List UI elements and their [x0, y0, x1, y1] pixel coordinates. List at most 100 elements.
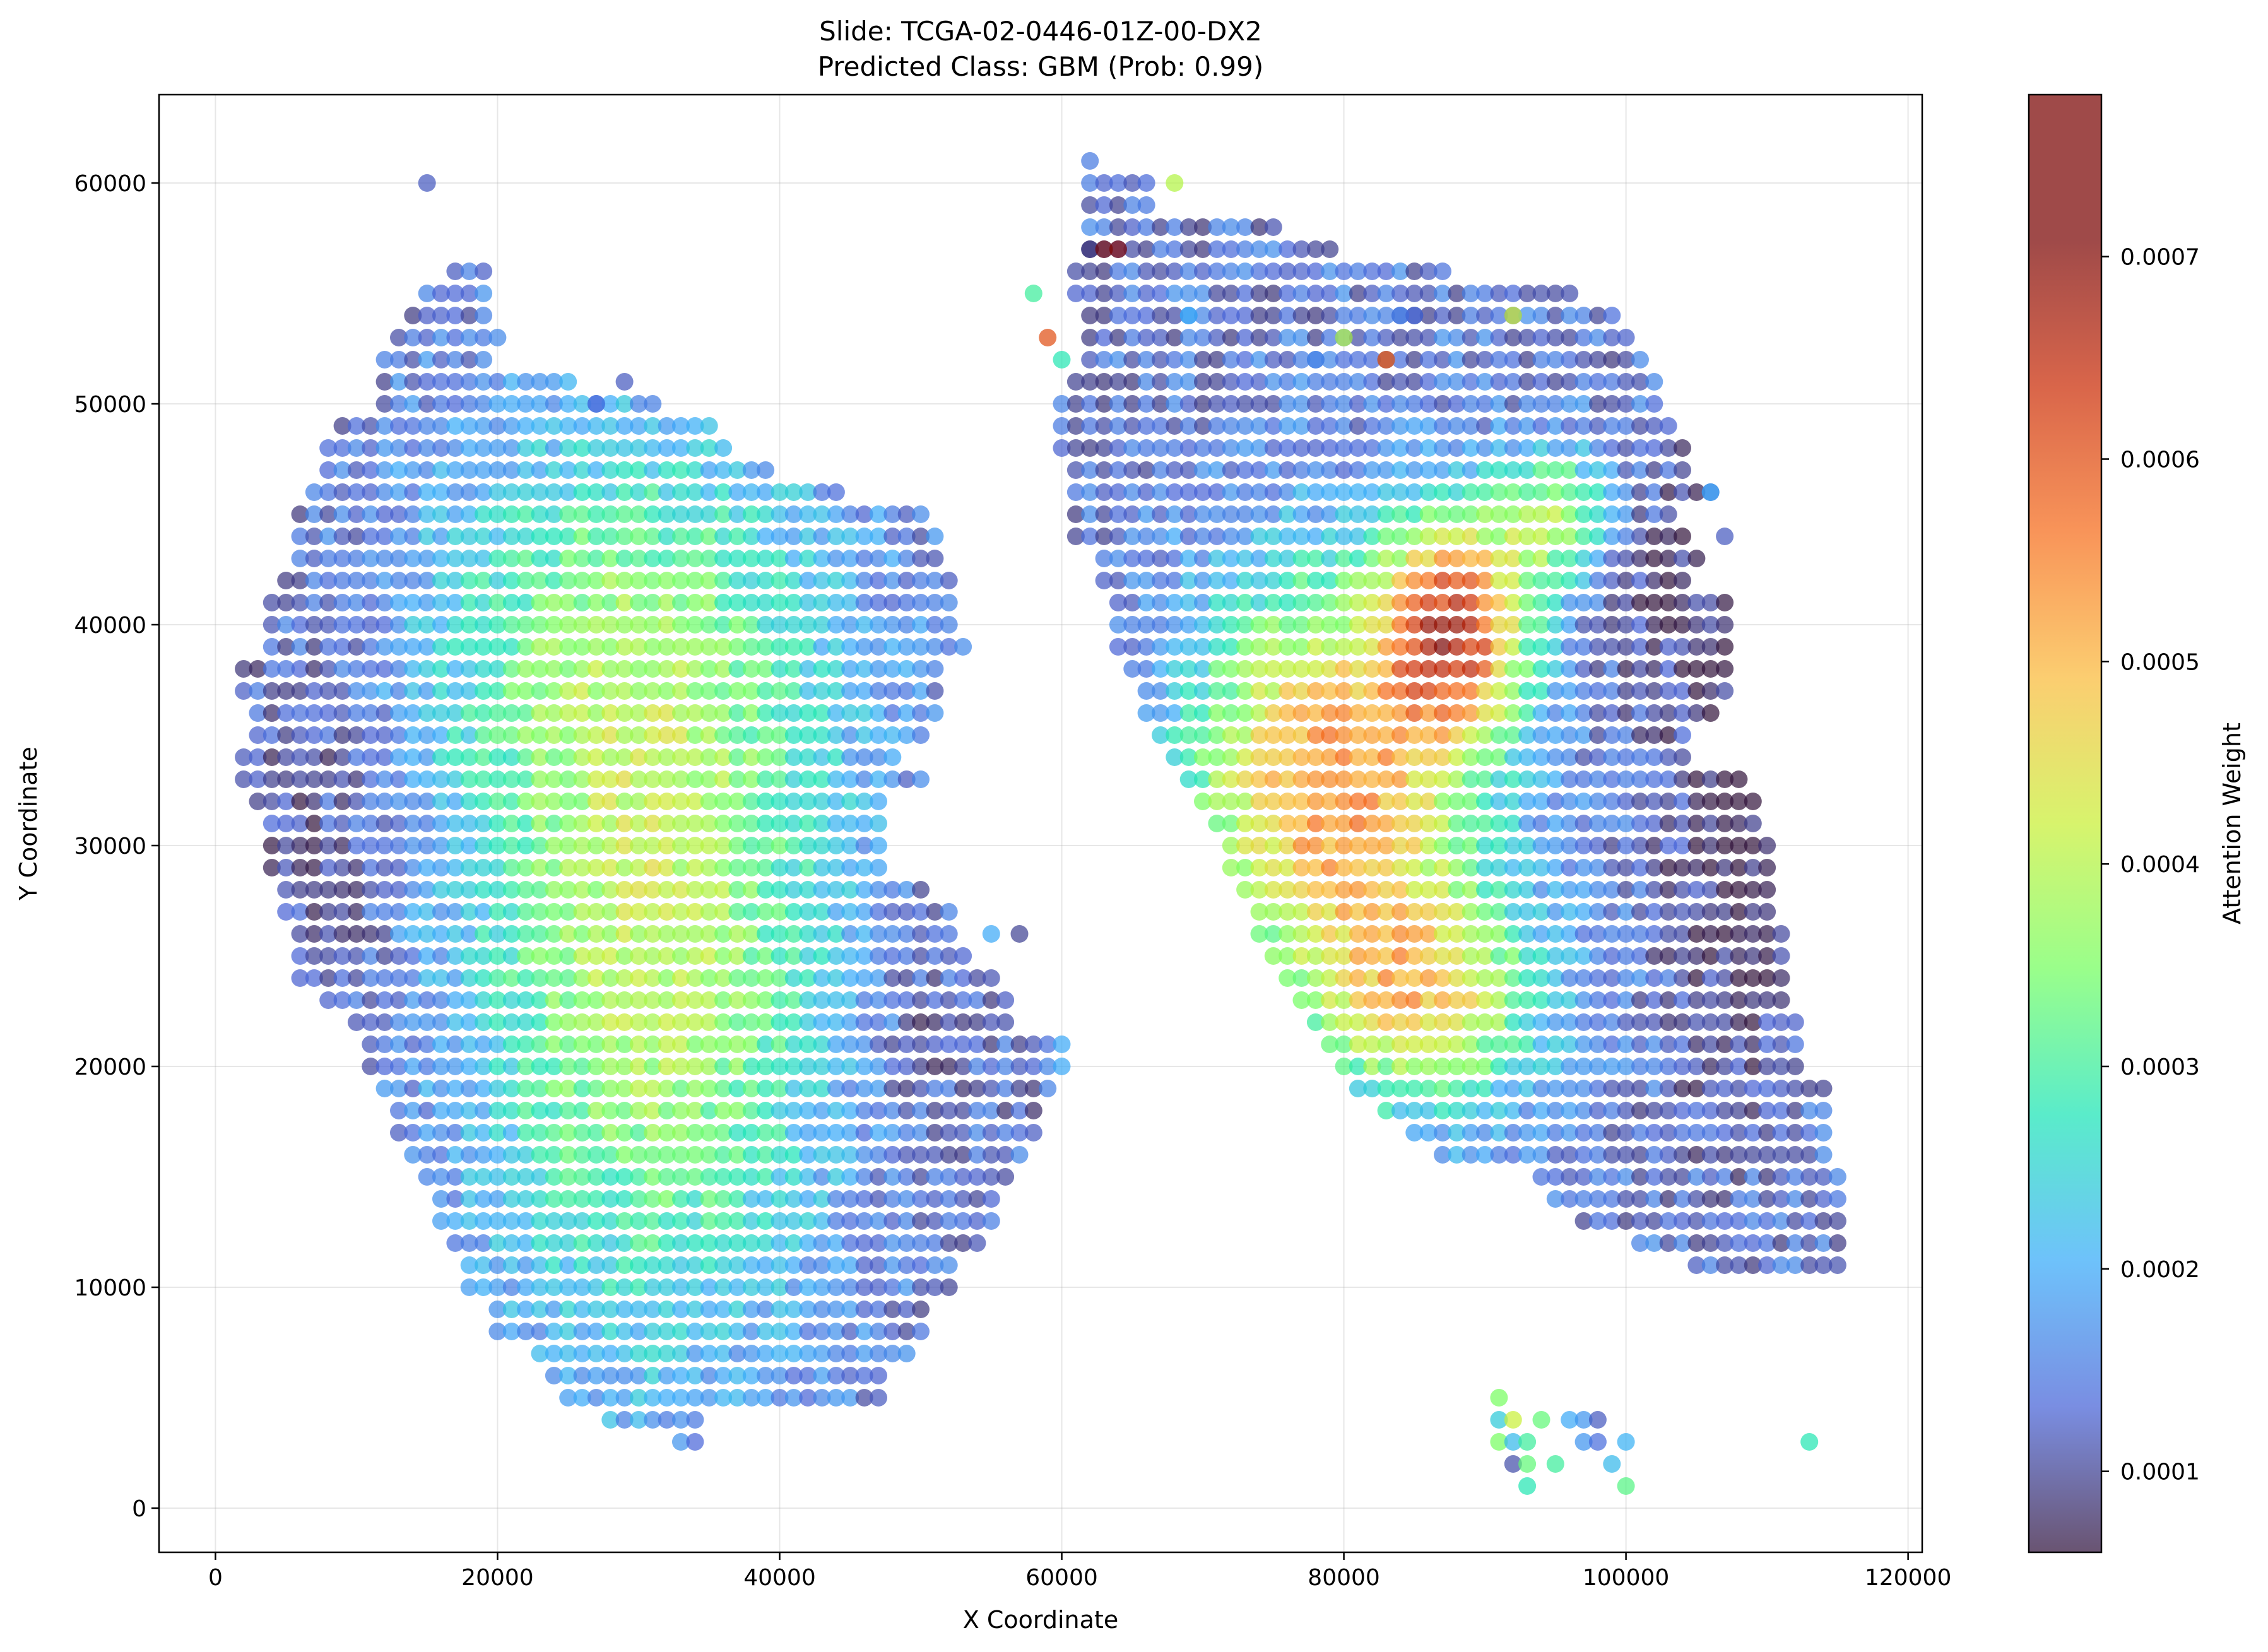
scatter-point — [460, 947, 478, 965]
scatter-point — [700, 1256, 718, 1274]
scatter-point — [658, 881, 676, 899]
scatter-point — [1391, 439, 1409, 457]
scatter-point — [347, 704, 365, 722]
x-tick-label: 80000 — [1308, 1565, 1380, 1591]
scatter-point — [277, 638, 295, 656]
scatter-point — [362, 550, 380, 567]
scatter-point — [784, 1146, 803, 1164]
scatter-point — [1716, 1102, 1734, 1119]
scatter-point — [1335, 704, 1353, 722]
scatter-point — [1701, 1256, 1720, 1274]
scatter-point — [404, 748, 422, 766]
scatter-point — [432, 1168, 450, 1186]
scatter-point — [1674, 837, 1691, 854]
scatter-point — [502, 859, 521, 876]
scatter-point — [404, 395, 422, 413]
scatter-point — [1137, 483, 1155, 501]
scatter-point — [1152, 616, 1169, 634]
scatter-point — [700, 881, 718, 899]
scatter-point — [1786, 1146, 1804, 1164]
scatter-point — [1292, 726, 1311, 744]
scatter-point — [1024, 1080, 1042, 1097]
scatter-point — [1123, 417, 1142, 435]
scatter-point — [644, 1212, 662, 1230]
scatter-point — [1306, 505, 1325, 523]
y-tick-label: 10000 — [74, 1275, 146, 1301]
scatter-point — [1659, 1080, 1677, 1097]
scatter-point — [1674, 616, 1691, 634]
scatter-point — [390, 969, 408, 987]
scatter-point — [502, 748, 521, 766]
scatter-point — [1758, 947, 1776, 965]
scatter-point — [1588, 616, 1607, 634]
scatter-point — [630, 1367, 647, 1384]
scatter-point — [855, 1367, 873, 1384]
scatter-point — [502, 991, 521, 1009]
scatter-point — [1321, 373, 1339, 391]
scatter-point — [1518, 1433, 1537, 1451]
scatter-point — [700, 1146, 718, 1164]
scatter-point — [531, 439, 549, 457]
scatter-point — [291, 815, 309, 832]
scatter-point — [700, 1013, 718, 1031]
scatter-point — [1123, 550, 1142, 567]
scatter-point — [1264, 218, 1282, 236]
scatter-point — [347, 991, 365, 1009]
scatter-point — [1546, 770, 1564, 788]
scatter-point — [1659, 815, 1677, 832]
scatter-point — [926, 947, 944, 965]
scatter-point — [475, 991, 493, 1009]
scatter-point — [1490, 572, 1508, 589]
scatter-point — [1588, 1168, 1607, 1186]
scatter-point — [1335, 859, 1353, 876]
scatter-point — [1236, 329, 1255, 346]
scatter-point — [771, 1234, 789, 1252]
scatter-point — [940, 1168, 958, 1186]
scatter-point — [1603, 329, 1621, 346]
scatter-point — [1603, 837, 1621, 854]
scatter-point — [1814, 1102, 1833, 1119]
scatter-point — [630, 947, 647, 965]
scatter-point — [1617, 770, 1635, 788]
scatter-point — [672, 726, 690, 744]
scatter-point — [1109, 174, 1127, 192]
scatter-point — [686, 572, 704, 589]
scatter-point — [1546, 329, 1564, 346]
scatter-point — [1236, 594, 1255, 611]
scatter-point — [545, 483, 563, 501]
scatter-point — [502, 572, 521, 589]
scatter-point — [305, 837, 323, 854]
scatter-point — [601, 1058, 620, 1075]
scatter-point — [277, 837, 295, 854]
scatter-point — [644, 1278, 662, 1296]
scatter-point — [1561, 881, 1579, 899]
scatter-point — [446, 793, 464, 810]
scatter-point — [488, 417, 507, 435]
scatter-point — [1321, 263, 1339, 280]
scatter-point — [432, 550, 450, 567]
scatter-point — [870, 1345, 887, 1362]
scatter-point — [531, 1234, 549, 1252]
scatter-point — [1603, 1455, 1621, 1473]
scatter-point — [940, 947, 958, 965]
scatter-point — [1279, 483, 1297, 501]
scatter-point — [559, 395, 577, 413]
scatter-point — [686, 439, 704, 457]
scatter-point — [912, 1234, 930, 1252]
scatter-point — [1179, 572, 1198, 589]
scatter-point — [1462, 726, 1480, 744]
scatter-point — [587, 550, 605, 567]
scatter-point — [1264, 550, 1282, 567]
scatter-point — [1645, 881, 1663, 899]
scatter-point — [1814, 1256, 1833, 1274]
scatter-point — [1292, 837, 1311, 854]
scatter-point — [488, 815, 507, 832]
scatter-point — [771, 1146, 789, 1164]
scatter-point — [1081, 240, 1099, 258]
scatter-point — [1349, 859, 1367, 876]
scatter-point — [1772, 969, 1790, 987]
scatter-point — [488, 837, 507, 854]
scatter-point — [883, 1278, 902, 1296]
scatter-point — [488, 439, 507, 457]
scatter-point — [658, 1278, 676, 1296]
